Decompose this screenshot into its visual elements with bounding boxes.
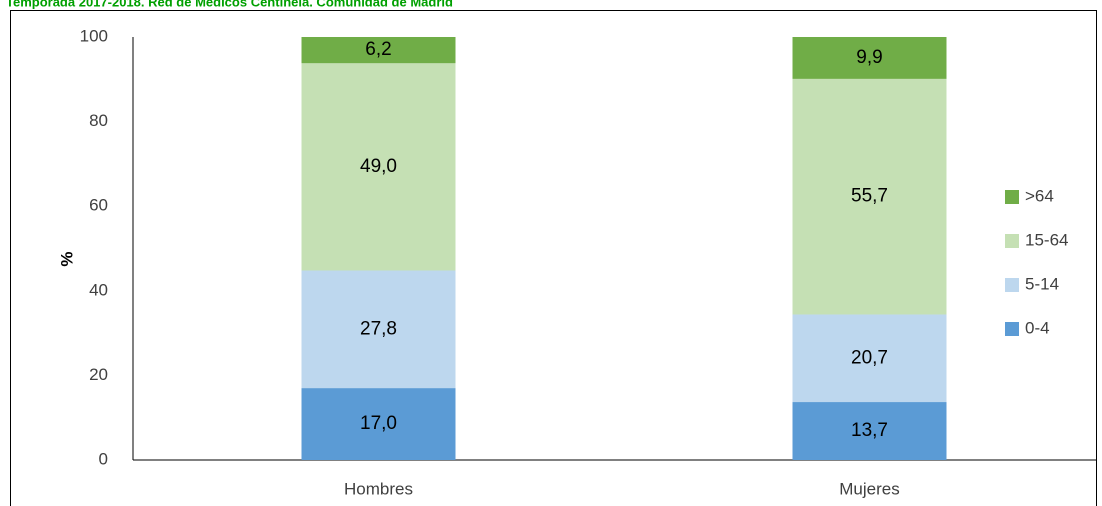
y-tick-label: 40	[89, 280, 108, 299]
legend-label: 15-64	[1025, 230, 1068, 249]
legend-label: 0-4	[1025, 318, 1050, 337]
bar-segment	[792, 78, 947, 315]
bar-segment	[301, 388, 456, 460]
data-label: 9,9	[856, 47, 882, 68]
data-label: 6,2	[365, 39, 391, 60]
bar-segment	[301, 37, 456, 64]
y-tick-label: 0	[99, 449, 108, 468]
data-label: 49,0	[360, 156, 397, 177]
data-label: 20,7	[851, 347, 888, 368]
bar-segment	[792, 37, 947, 79]
legend-label: >64	[1025, 186, 1054, 205]
data-label: 55,7	[851, 186, 888, 207]
bar-segment	[301, 270, 456, 389]
y-tick-label: 60	[89, 196, 108, 215]
bar-segment	[301, 63, 456, 271]
bar-segment	[792, 402, 947, 460]
data-label: 13,7	[851, 420, 888, 441]
y-axis-label: %	[57, 251, 76, 266]
y-tick-label: 100	[80, 26, 108, 45]
legend-swatch	[1005, 278, 1019, 292]
y-tick-label: 80	[89, 111, 108, 130]
legend-swatch	[1005, 234, 1019, 248]
data-label: 17,0	[360, 413, 397, 434]
legend-label: 5-14	[1025, 274, 1059, 293]
y-tick-label: 20	[89, 365, 108, 384]
legend-swatch	[1005, 322, 1019, 336]
chart-title: Temporada 2017-2018. Red de Médicos Cent…	[6, 0, 453, 9]
data-label: 27,8	[360, 318, 397, 339]
legend-swatch	[1005, 190, 1019, 204]
bar-segment	[792, 314, 947, 403]
chart-border	[10, 10, 1097, 506]
x-tick-label: Hombres	[344, 479, 413, 498]
x-tick-label: Mujeres	[839, 479, 899, 498]
